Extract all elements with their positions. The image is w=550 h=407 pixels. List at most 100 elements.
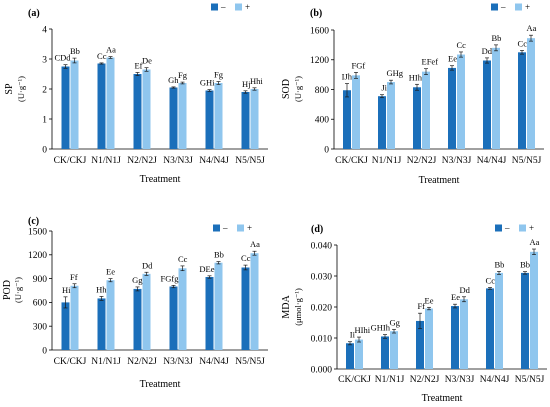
significance-letter-n4-n4j-minus: DEe xyxy=(199,264,214,274)
bar-ck-ckj-plus xyxy=(70,285,79,350)
y-tick-label: 600 xyxy=(33,299,48,309)
bar-n2-n2j-plus xyxy=(142,273,151,350)
significance-letter-n2-n2j-minus: Gg xyxy=(132,275,143,285)
legend-swatch-plus xyxy=(519,224,526,232)
bar-n1-n1j-minus xyxy=(97,63,106,149)
significance-letter-ck-ckj-plus: HIhi xyxy=(355,325,371,335)
x-tick-label: N2/N2J xyxy=(407,156,437,166)
legend: – + xyxy=(495,223,534,233)
y-axis-title: POD xyxy=(2,280,13,300)
significance-letter-n3-n3j-plus: Cc xyxy=(178,254,188,264)
error-bar-n4-n4j-plus xyxy=(216,81,221,85)
error-bar-n3-n3j-plus xyxy=(180,81,185,85)
error-bar-ck-ckj-minus xyxy=(63,296,68,309)
panel-pod: (c) 0 300 600 900 1200 1500 CK/CKJ N1/N1J N2/N2J N… xyxy=(2,216,268,390)
error-bar-n3-n3j-minus xyxy=(171,284,176,289)
bar-n3-n3j-minus xyxy=(169,286,178,350)
x-tick-label: CK/CKJ xyxy=(54,156,87,166)
error-bar-n1-n1j-minus xyxy=(99,62,104,65)
error-bar-n2-n2j-minus xyxy=(415,83,419,91)
y-tick-label: 1600 xyxy=(310,26,329,36)
significance-letter-n4-n4j-minus: Cc xyxy=(486,275,496,285)
bar-n1-n1j-plus xyxy=(390,331,398,369)
y-axis-unit: (μmol·g⁻¹) xyxy=(293,288,303,326)
bar-n3-n3j-minus xyxy=(451,306,459,369)
legend-label-plus: + xyxy=(245,2,250,12)
y-tick-label: 0 xyxy=(42,346,47,356)
significance-letter-ck-ckj-plus: Bb xyxy=(70,46,80,56)
bar-ck-ckj-plus xyxy=(70,60,79,149)
significance-letter-n3-n3j-plus: Dd xyxy=(460,285,471,295)
x-tick-label: N1/N1J xyxy=(91,156,121,166)
legend-label-plus: + xyxy=(247,223,252,233)
panel-label: (d) xyxy=(311,224,323,235)
x-tick-label: N3/N3J xyxy=(442,156,472,166)
significance-letter-ck-ckj-plus: FGf xyxy=(352,60,366,70)
significance-letter-n1-n1j-minus: Hh xyxy=(96,284,107,294)
significance-letter-ck-ckj-minus: IJh xyxy=(342,72,353,82)
error-bar-ck-ckj-minus xyxy=(63,64,68,69)
error-bar-n4-n4j-minus xyxy=(207,89,212,92)
y-axis-unit: (U·g⁻¹) xyxy=(13,277,23,303)
bar-ck-ckj-plus xyxy=(355,339,363,369)
significance-letter-n3-n3j-minus: Gh xyxy=(168,75,179,85)
significance-letter-n3-n3j-minus: Ee xyxy=(451,292,460,302)
error-bar-n1-n1j-plus xyxy=(108,56,113,59)
y-tick-label: 1 xyxy=(42,115,47,125)
legend-swatch-plus xyxy=(237,224,244,232)
bar-ck-ckj-minus xyxy=(346,343,354,369)
error-bar-n1-n1j-plus xyxy=(392,328,396,334)
significance-letter-n1-n1j-minus: Ji xyxy=(381,83,387,93)
bar-n4-n4j-minus xyxy=(483,60,491,149)
significance-letter-n1-n1j-plus: Aa xyxy=(106,45,116,55)
x-tick-label: N4/N4J xyxy=(199,156,229,166)
x-tick-label: N5/N5J xyxy=(512,156,542,166)
error-bar-n2-n2j-minus xyxy=(135,286,140,292)
bar-n3-n3j-plus xyxy=(460,299,468,369)
error-bar-n1-n1j-minus xyxy=(99,296,104,301)
significance-letter-n1-n1j-minus: GHIh xyxy=(371,323,391,333)
legend-swatch-minus xyxy=(491,3,498,11)
error-bar-n5-n5j-plus xyxy=(529,34,533,42)
bar-n4-n4j-minus xyxy=(486,288,494,369)
bar-n5-n5j-minus xyxy=(241,267,250,350)
bar-n3-n3j-plus xyxy=(457,54,465,150)
bar-n5-n5j-plus xyxy=(527,38,535,149)
error-bar-ck-ckj-minus xyxy=(345,83,349,98)
x-axis-title: Treatment xyxy=(140,379,181,390)
bar-n5-n5j-minus xyxy=(241,92,250,149)
legend-swatch-minus xyxy=(213,224,220,232)
significance-letter-n2-n2j-plus: Ee xyxy=(425,295,434,305)
x-tick-label: N2/N2J xyxy=(127,357,157,367)
bar-n5-n5j-plus xyxy=(250,89,259,149)
significance-letter-n4-n4j-minus: GHi xyxy=(200,78,215,88)
y-tick-label: 1500 xyxy=(28,227,47,237)
bar-n2-n2j-minus xyxy=(133,74,142,149)
error-bar-n4-n4j-minus xyxy=(207,275,212,279)
significance-letter-n5-n5j-minus: Hj xyxy=(242,79,251,89)
legend: – + xyxy=(491,2,530,12)
bar-n5-n5j-minus xyxy=(518,52,526,149)
legend-label-minus: – xyxy=(500,2,506,12)
y-tick-label: 1200 xyxy=(28,251,47,261)
error-bar-n4-n4j-minus xyxy=(488,287,492,290)
legend-label-minus: – xyxy=(504,223,510,233)
x-axis-title: Treatment xyxy=(140,174,181,185)
x-axis-title: Treatment xyxy=(419,175,460,186)
error-bar-n2-n2j-minus xyxy=(135,72,140,76)
x-tick-label: N2/N2J xyxy=(127,156,157,166)
legend-swatch-plus xyxy=(235,3,242,11)
error-bar-n1-n1j-minus xyxy=(383,334,387,339)
significance-letter-n3-n3j-minus: FGfg xyxy=(161,273,180,283)
significance-letter-ck-ckj-minus: CDd xyxy=(54,53,71,63)
panel-label: (a) xyxy=(28,8,40,19)
panel-sod: (b) 0 400 800 1200 1600 CK/CKJ N1/N1J N2/N2J N3/N… xyxy=(281,2,544,186)
y-tick-label: 0.030 xyxy=(311,272,333,282)
bar-n4-n4j-plus xyxy=(492,47,500,149)
x-tick-label: N3/N3J xyxy=(163,156,193,166)
error-bar-n4-n4j-plus xyxy=(497,271,501,275)
bar-n1-n1j-plus xyxy=(106,280,115,350)
significance-letter-n1-n1j-plus: Ee xyxy=(106,267,115,277)
panel-label: (c) xyxy=(28,216,39,227)
y-tick-label: 2 xyxy=(42,85,47,95)
